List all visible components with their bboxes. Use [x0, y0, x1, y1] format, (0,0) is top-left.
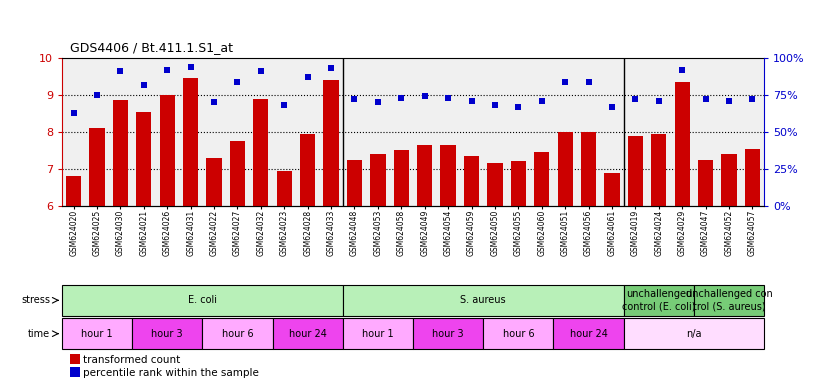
- Bar: [624, 285, 694, 316]
- Text: GDS4406 / Bt.411.1.S1_at: GDS4406 / Bt.411.1.S1_at: [70, 41, 233, 54]
- Text: unchallenged con
trol (S. aureus): unchallenged con trol (S. aureus): [686, 290, 772, 311]
- Text: hour 6: hour 6: [221, 329, 254, 339]
- Bar: [343, 285, 624, 316]
- Bar: [581, 132, 596, 206]
- Bar: [510, 162, 526, 206]
- Bar: [202, 318, 273, 349]
- Bar: [277, 171, 292, 206]
- Bar: [159, 95, 175, 206]
- Bar: [417, 145, 432, 206]
- Text: S. aureus: S. aureus: [460, 295, 506, 305]
- Text: n/a: n/a: [686, 329, 701, 339]
- Bar: [113, 101, 128, 206]
- Bar: [183, 78, 198, 206]
- Bar: [300, 134, 316, 206]
- Bar: [721, 154, 737, 206]
- Bar: [675, 82, 690, 206]
- Bar: [694, 285, 764, 316]
- Bar: [483, 318, 553, 349]
- Text: E. coli: E. coli: [188, 295, 217, 305]
- Text: hour 1: hour 1: [81, 329, 113, 339]
- Bar: [324, 80, 339, 206]
- Bar: [394, 151, 409, 206]
- Bar: [132, 318, 202, 349]
- Text: hour 24: hour 24: [289, 329, 326, 339]
- Bar: [89, 128, 105, 206]
- Bar: [370, 154, 386, 206]
- Text: hour 3: hour 3: [432, 329, 464, 339]
- Bar: [651, 134, 667, 206]
- Bar: [413, 318, 483, 349]
- Bar: [628, 136, 643, 206]
- Bar: [62, 285, 343, 316]
- Text: percentile rank within the sample: percentile rank within the sample: [83, 368, 259, 378]
- Text: hour 1: hour 1: [362, 329, 394, 339]
- Bar: [558, 132, 572, 206]
- Bar: [230, 141, 245, 206]
- Bar: [464, 156, 479, 206]
- Bar: [440, 145, 456, 206]
- Text: hour 6: hour 6: [502, 329, 534, 339]
- Bar: [605, 172, 620, 206]
- Text: transformed count: transformed count: [83, 355, 181, 365]
- Bar: [206, 158, 221, 206]
- Text: time: time: [28, 329, 50, 339]
- Text: stress: stress: [21, 295, 50, 305]
- Bar: [66, 176, 81, 206]
- Bar: [254, 99, 268, 206]
- Bar: [343, 318, 413, 349]
- Text: hour 3: hour 3: [151, 329, 183, 339]
- Text: hour 24: hour 24: [570, 329, 607, 339]
- Bar: [487, 163, 502, 206]
- Text: unchallenged
control (E. coli): unchallenged control (E. coli): [622, 290, 695, 311]
- Bar: [273, 318, 343, 349]
- Bar: [136, 112, 151, 206]
- Bar: [698, 160, 713, 206]
- Bar: [624, 318, 764, 349]
- Bar: [745, 149, 760, 206]
- Bar: [534, 152, 549, 206]
- Bar: [62, 318, 132, 349]
- Bar: [553, 318, 624, 349]
- Bar: [347, 160, 362, 206]
